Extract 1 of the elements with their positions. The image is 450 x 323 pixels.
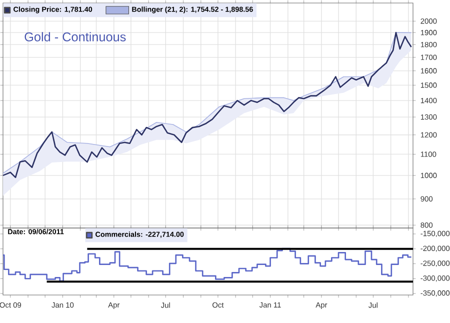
text: Gold - Continuous — [24, 32, 126, 42]
